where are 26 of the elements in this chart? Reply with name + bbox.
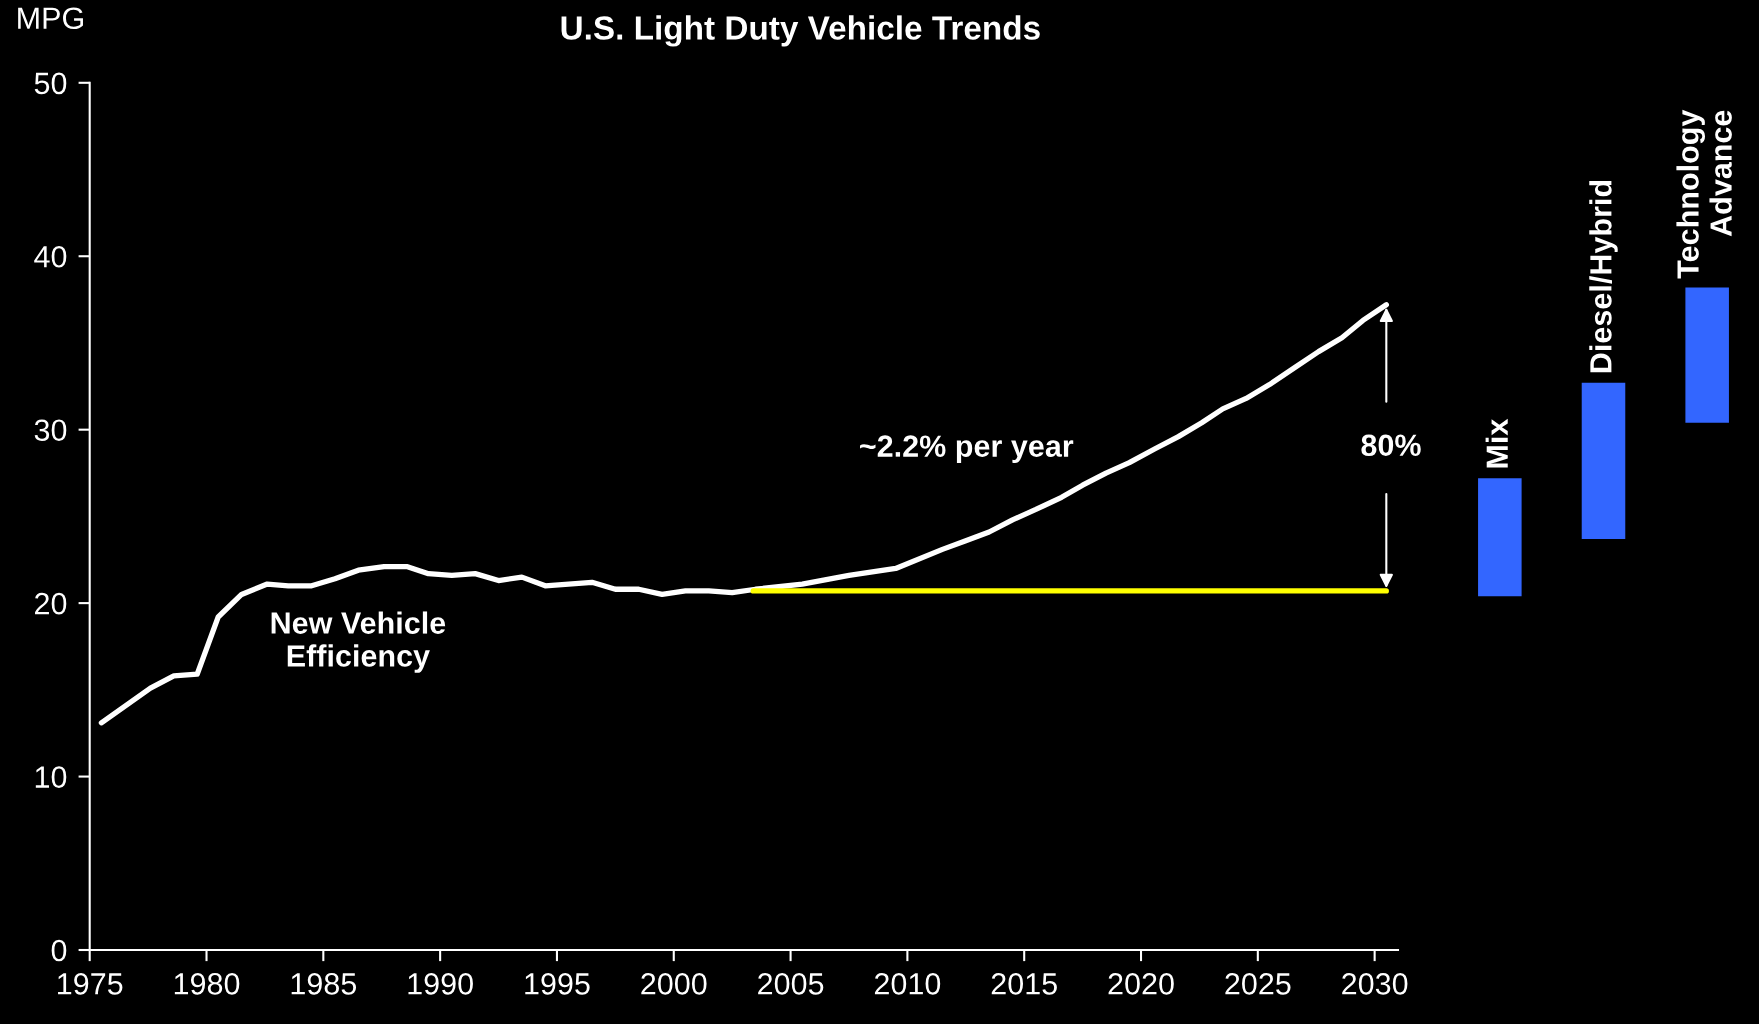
chart-title: U.S. Light Duty Vehicle Trends (561, 15, 1040, 47)
y-tick-label: 0 (51, 939, 67, 962)
x-tick-label: 1995 (525, 973, 590, 995)
x-tick-label: 2000 (641, 973, 707, 995)
x-tick-label: 1980 (174, 973, 240, 995)
x-tick-label: 2010 (874, 973, 941, 995)
x-tick-label: 2005 (758, 973, 824, 995)
x-tick-label: 2015 (991, 973, 1057, 995)
annotation: ~2.2% per year (860, 435, 1074, 463)
x-tick-label: Mix (1485, 418, 1508, 468)
x-tick-label: 1990 (408, 973, 473, 995)
x-tick-label: 2020 (1108, 973, 1174, 995)
y-tick-label: 50 (34, 72, 67, 95)
x-tick-label: Technology Advance (1676, 109, 1732, 279)
x-tick-label: 2030 (1342, 973, 1408, 995)
y-axis-title: MPG (18, 7, 83, 30)
x-tick-label: 1975 (58, 973, 123, 995)
y-tick-label: 40 (34, 245, 67, 268)
series-label: New Vehicle Efficiency (271, 611, 446, 673)
x-tick-label: 1985 (291, 973, 357, 995)
x-tick-label: Diesel/Hybrid (1589, 180, 1618, 373)
y-tick-label: 10 (35, 766, 67, 788)
x-tick-label: 2025 (1225, 973, 1291, 995)
y-tick-label: 20 (35, 592, 67, 615)
y-tick-label: 30 (34, 419, 67, 442)
annotation: 80% (1361, 434, 1421, 457)
